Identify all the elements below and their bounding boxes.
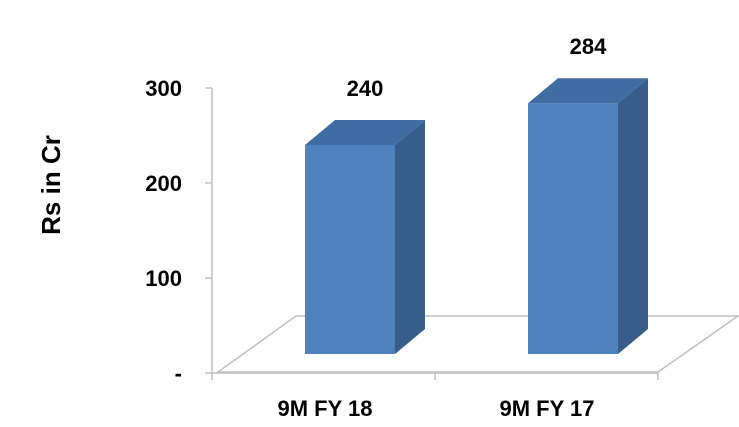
bar-side-face — [395, 120, 425, 354]
data-label: 240 — [347, 76, 384, 101]
bar-top-face — [305, 120, 425, 145]
bar-front-face — [528, 103, 618, 354]
x-category-label: 9M FY 17 — [500, 396, 595, 421]
bar-side-face — [618, 78, 648, 354]
bar-9m-fy-17 — [528, 78, 648, 354]
bar-front-face — [305, 145, 395, 354]
x-category-label: 9M FY 18 — [278, 396, 373, 421]
bar-top-face — [528, 78, 648, 104]
y-tick-label: 300 — [145, 76, 182, 101]
bar-9m-fy-18 — [305, 120, 425, 354]
y-axis-title: Rs in Cr — [36, 135, 66, 235]
y-tick-label: 100 — [145, 266, 182, 291]
chart-floor — [215, 315, 739, 373]
y-tick-label: 200 — [145, 171, 182, 196]
data-label: 284 — [570, 34, 607, 59]
y-tick-label: - — [175, 361, 182, 386]
